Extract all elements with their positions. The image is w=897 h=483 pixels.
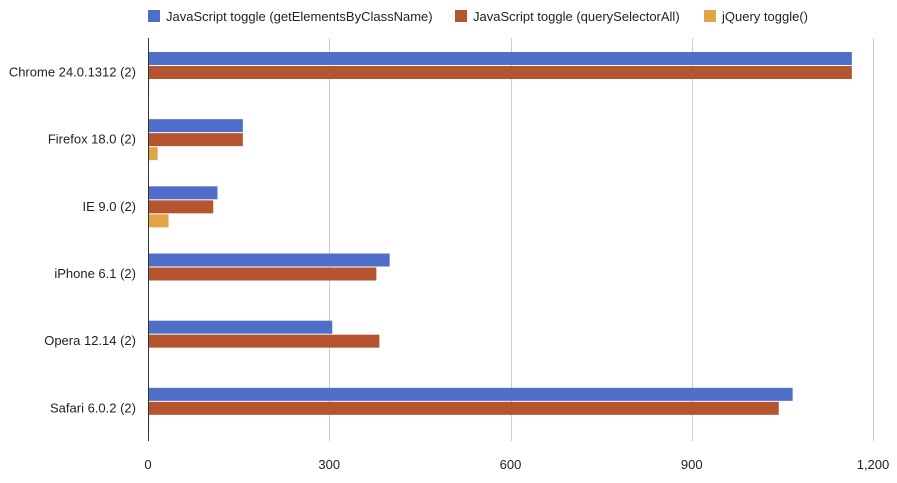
category-label: Firefox 18.0 (2): [48, 132, 136, 147]
bar: [148, 147, 158, 161]
bar: [148, 253, 390, 267]
bar: [148, 200, 214, 214]
x-tick-labels: 0 300 600 900 1,200: [144, 457, 889, 472]
category-label: IE 9.0 (2): [83, 199, 136, 214]
bar: [148, 401, 779, 415]
legend-label: JavaScript toggle (getElementsByClassNam…: [166, 9, 433, 24]
bar: [148, 320, 333, 334]
category-label: Safari 6.0.2 (2): [50, 400, 136, 415]
bar: [148, 133, 243, 147]
legend: JavaScript toggle (getElementsByClassNam…: [148, 9, 808, 24]
bar: [148, 66, 852, 79]
category-label: iPhone 6.1 (2): [54, 266, 136, 281]
x-tick-label: 900: [681, 457, 703, 472]
gridlines: [329, 38, 874, 441]
legend-swatch: [455, 10, 467, 22]
legend-label: jQuery toggle(): [721, 9, 808, 24]
bar: [148, 119, 243, 133]
x-tick-label: 300: [318, 457, 340, 472]
legend-swatch: [148, 10, 160, 22]
x-tick-label: 0: [144, 457, 151, 472]
category-label: Chrome 24.0.1312 (2): [9, 65, 136, 80]
category-label: Opera 12.14 (2): [44, 333, 136, 348]
bar: [148, 52, 852, 65]
bar: [148, 267, 377, 281]
bar: [148, 334, 380, 348]
bars: [148, 52, 852, 429]
bar: [148, 387, 793, 401]
legend-label: JavaScript toggle (querySelectorAll): [473, 9, 680, 24]
x-tick-label: 1,200: [857, 457, 890, 472]
legend-swatch: [704, 10, 716, 22]
bar: [148, 186, 218, 200]
bar: [148, 214, 169, 228]
category-labels: Chrome 24.0.1312 (2) Firefox 18.0 (2) IE 9…: [9, 65, 136, 416]
x-tick-label: 600: [500, 457, 522, 472]
